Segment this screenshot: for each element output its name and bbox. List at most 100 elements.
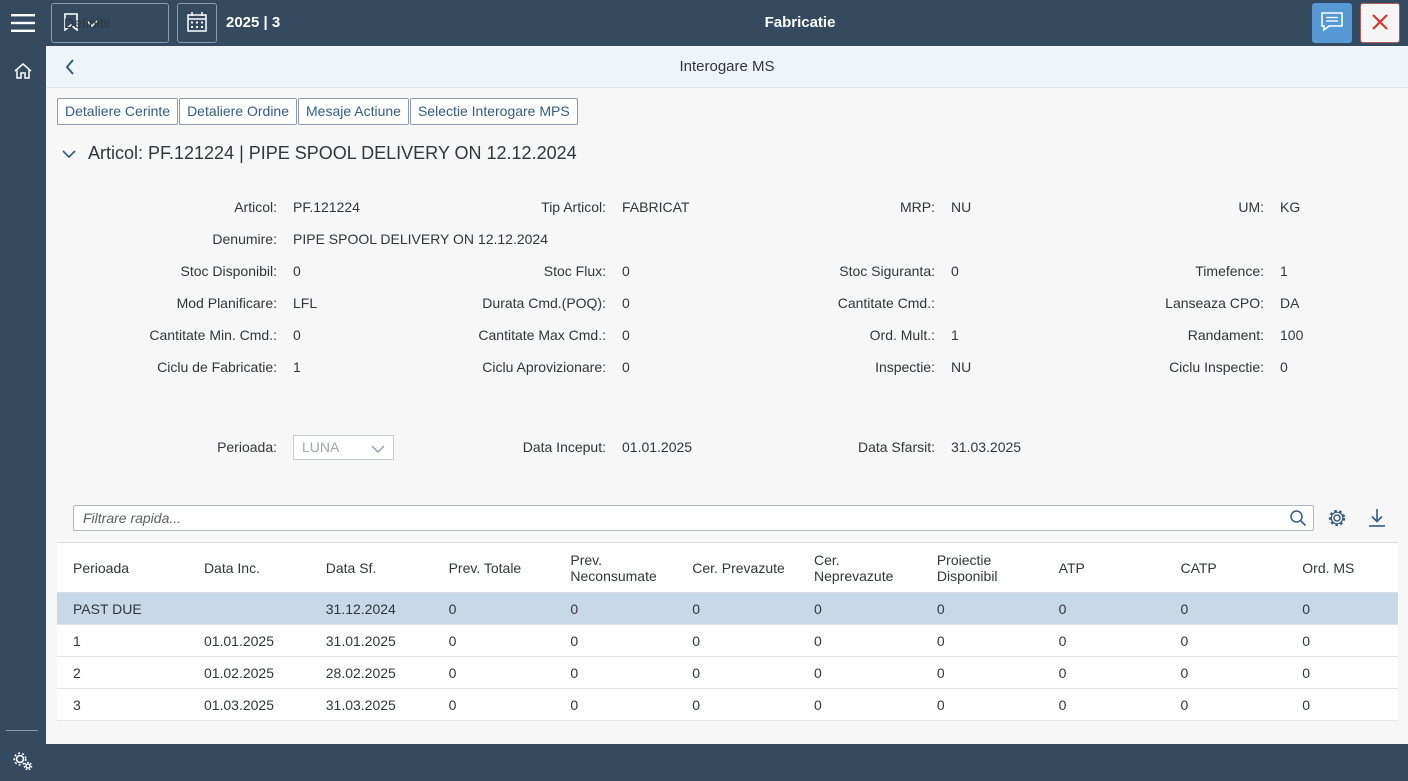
close-button[interactable]: [1360, 3, 1400, 43]
mod-planificare-label: Mod Planificare:: [176, 295, 277, 311]
column-header[interactable]: ATP: [1042, 542, 1165, 593]
table-cell: 0: [1042, 592, 1165, 625]
table-row[interactable]: 1 01.01.2025 31.01.2025 0 0 0 0 0 0 0 0: [57, 624, 1398, 657]
section-title: Articol: PF.121224 | PIPE SPOOL DELIVERY…: [88, 143, 577, 163]
stoc-siguranta-label: Stoc Siguranta:: [839, 263, 935, 279]
randament-label: Randament:: [1187, 327, 1264, 343]
menu-icon[interactable]: [0, 0, 46, 46]
page-header: Interogare MS: [46, 46, 1408, 88]
ciclu-fabricatie-value: 1: [293, 359, 301, 375]
denumire-label: Denumire:: [212, 231, 277, 247]
table-cell: 0: [1042, 656, 1165, 689]
articol-value: PF.121224: [293, 199, 360, 215]
perioada-label: Perioada:: [217, 439, 277, 455]
back-icon[interactable]: [58, 55, 82, 79]
shell-bar: Definitii 2025 | 3 Fabricatie: [0, 0, 1408, 46]
app-title: Fabricatie: [764, 14, 836, 31]
table-cell: [187, 592, 310, 625]
home-icon[interactable]: [0, 56, 46, 86]
table-cell: 28.02.2025: [309, 656, 433, 689]
column-header[interactable]: Data Inc.: [187, 542, 310, 593]
table-cell: 01.03.2025: [187, 688, 310, 721]
column-header[interactable]: Perioada: [57, 542, 188, 593]
articol-label: Articol:: [234, 199, 277, 215]
data-inceput-value: 01.01.2025: [622, 439, 693, 455]
table-cell: 0: [676, 656, 799, 689]
ord-mult-label: Ord. Mult.:: [869, 327, 935, 343]
table-cell: 3: [57, 688, 188, 721]
table-cell: 0: [676, 592, 799, 625]
table-cell: 0: [554, 592, 677, 625]
cantitate-max-label: Cantitate Max Cmd.:: [478, 327, 606, 343]
table-cell: 0: [920, 624, 1043, 657]
table-cell: 0: [554, 688, 677, 721]
table-row[interactable]: PAST DUE 31.12.2024 0 0 0 0 0 0 0 0: [57, 592, 1398, 625]
timefence-value: 1: [1280, 263, 1288, 279]
column-header[interactable]: Ord. MS: [1286, 542, 1398, 593]
lanseaza-cpo-value: DA: [1280, 295, 1300, 311]
denumire-value: PIPE SPOOL DELIVERY ON 12.12.2024: [293, 231, 548, 247]
column-header[interactable]: Cer. Neprevazute: [798, 542, 921, 593]
perioada-select[interactable]: LUNA: [293, 435, 394, 460]
message-icon: [1321, 11, 1343, 35]
selectie-interogare-mps-button[interactable]: Selectie Interogare MPS: [409, 98, 578, 125]
detaliere-ordine-button[interactable]: Detaliere Ordine: [179, 98, 297, 125]
table-cell: 0: [1286, 624, 1398, 657]
table-cell: 0: [920, 656, 1043, 689]
table-cell: 0: [798, 688, 921, 721]
table-cell: 0: [1164, 624, 1287, 657]
download-icon[interactable]: [1368, 508, 1386, 531]
table-cell: 0: [432, 624, 555, 657]
chevron-down-icon: [86, 15, 98, 31]
data-inceput-label: Data Inceput:: [522, 439, 606, 455]
um-label: UM:: [1238, 199, 1264, 215]
column-header[interactable]: Prev. Neconsumate: [554, 542, 677, 593]
column-header[interactable]: Cer. Prevazute: [676, 542, 799, 593]
mesaje-actiune-button[interactable]: Mesaje Actiune: [298, 98, 409, 125]
section-header[interactable]: Articol: PF.121224 | PIPE SPOOL DELIVERY…: [62, 143, 577, 164]
table-row[interactable]: 3 01.03.2025 31.03.2025 0 0 0 0 0 0 0 0: [57, 688, 1398, 721]
table-cell: 0: [1164, 656, 1287, 689]
gear-icon[interactable]: [1327, 508, 1347, 531]
calendar-button[interactable]: [177, 3, 217, 43]
perioada-select-value: LUNA: [302, 439, 340, 455]
column-header[interactable]: Proiectie Disponibil: [920, 542, 1043, 593]
ciclu-inspectie-label: Ciclu Inspectie:: [1169, 359, 1264, 375]
definitions-label: Definitii: [64, 15, 110, 31]
column-header[interactable]: Prev. Totale: [432, 542, 555, 593]
table-cell: 0: [1164, 688, 1287, 721]
table-cell: 0: [554, 656, 677, 689]
cantitate-cmd-label: Cantitate Cmd.:: [837, 295, 935, 311]
table-row[interactable]: 2 01.02.2025 28.02.2025 0 0 0 0 0 0 0 0: [57, 656, 1398, 689]
table-cell: 31.12.2024: [309, 592, 433, 625]
cantitate-min-label: Cantitate Min. Cmd.:: [149, 327, 277, 343]
chevron-down-icon[interactable]: [62, 143, 76, 164]
ciclu-fabricatie-label: Ciclu de Fabricatie:: [157, 359, 277, 375]
table-cell: 0: [920, 688, 1043, 721]
column-header[interactable]: Data Sf.: [309, 542, 433, 593]
table-header-row: Perioada Data Inc. Data Sf. Prev. Totale…: [57, 542, 1398, 593]
quick-filter-input[interactable]: Filtrare rapida...: [73, 505, 1314, 531]
inspectie-value: NU: [951, 359, 972, 375]
quick-filter-placeholder: Filtrare rapida...: [83, 510, 182, 526]
ciclu-aprovizionare-label: Ciclu Aprovizionare:: [482, 359, 606, 375]
table-cell: 31.01.2025: [309, 624, 433, 657]
table-cell: 2: [57, 656, 188, 689]
detaliere-cerinte-button[interactable]: Detaliere Cerinte: [57, 98, 179, 125]
column-header[interactable]: CATP: [1164, 542, 1287, 593]
table-cell: 0: [798, 592, 921, 625]
durata-cmd-label: Durata Cmd.(POQ):: [482, 295, 606, 311]
table-cell: 0: [1286, 592, 1398, 625]
messages-button[interactable]: [1312, 3, 1352, 43]
definitions-button[interactable]: Definitii: [51, 3, 169, 43]
timefence-label: Timefence:: [1195, 263, 1264, 279]
settings-icon[interactable]: [0, 746, 46, 776]
footer-bar: [46, 744, 1408, 781]
stoc-flux-label: Stoc Flux:: [543, 263, 606, 279]
table-cell: 01.01.2025: [187, 624, 310, 657]
table-cell: 0: [1042, 688, 1165, 721]
table-cell: 0: [920, 592, 1043, 625]
search-icon[interactable]: [1289, 509, 1307, 530]
table-cell: 0: [1164, 592, 1287, 625]
mod-planificare-value: LFL: [293, 295, 318, 311]
